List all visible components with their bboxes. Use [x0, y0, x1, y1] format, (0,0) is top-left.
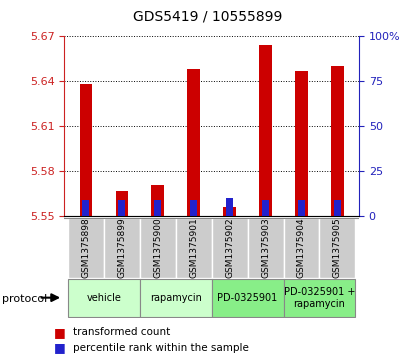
Bar: [212, 218, 248, 278]
Bar: [295, 71, 308, 216]
Bar: [118, 200, 125, 216]
Text: protocol: protocol: [2, 294, 47, 305]
Text: GSM1375905: GSM1375905: [333, 217, 342, 278]
Bar: [188, 69, 200, 216]
Bar: [140, 218, 176, 278]
Text: rapamycin: rapamycin: [150, 293, 202, 303]
Bar: [82, 200, 90, 216]
Bar: [283, 218, 320, 278]
Text: GSM1375901: GSM1375901: [189, 217, 198, 278]
Text: transformed count: transformed count: [73, 327, 170, 337]
Bar: [298, 200, 305, 216]
Text: GDS5419 / 10555899: GDS5419 / 10555899: [133, 9, 282, 23]
Text: GSM1375900: GSM1375900: [153, 217, 162, 278]
Text: GSM1375903: GSM1375903: [261, 217, 270, 278]
Bar: [176, 218, 212, 278]
Bar: [68, 279, 140, 317]
Bar: [154, 200, 161, 216]
Text: vehicle: vehicle: [86, 293, 121, 303]
Bar: [140, 279, 212, 317]
Bar: [151, 184, 164, 216]
Text: GSM1375899: GSM1375899: [117, 217, 126, 278]
Bar: [68, 218, 104, 278]
Bar: [190, 200, 197, 216]
Text: ■: ■: [54, 341, 66, 354]
Bar: [223, 207, 236, 216]
Bar: [248, 218, 283, 278]
Bar: [331, 66, 344, 216]
Bar: [283, 279, 355, 317]
Bar: [80, 84, 92, 216]
Bar: [262, 200, 269, 216]
Text: percentile rank within the sample: percentile rank within the sample: [73, 343, 249, 353]
Bar: [259, 45, 272, 216]
Bar: [334, 200, 341, 216]
Bar: [212, 279, 283, 317]
Text: GSM1375898: GSM1375898: [81, 217, 90, 278]
Bar: [320, 218, 355, 278]
Bar: [115, 191, 128, 216]
Text: GSM1375904: GSM1375904: [297, 217, 306, 278]
Bar: [104, 218, 140, 278]
Text: PD-0325901: PD-0325901: [217, 293, 278, 303]
Text: ■: ■: [54, 326, 66, 339]
Bar: [226, 198, 233, 216]
Text: PD-0325901 +
rapamycin: PD-0325901 + rapamycin: [284, 287, 355, 309]
Text: GSM1375902: GSM1375902: [225, 217, 234, 278]
